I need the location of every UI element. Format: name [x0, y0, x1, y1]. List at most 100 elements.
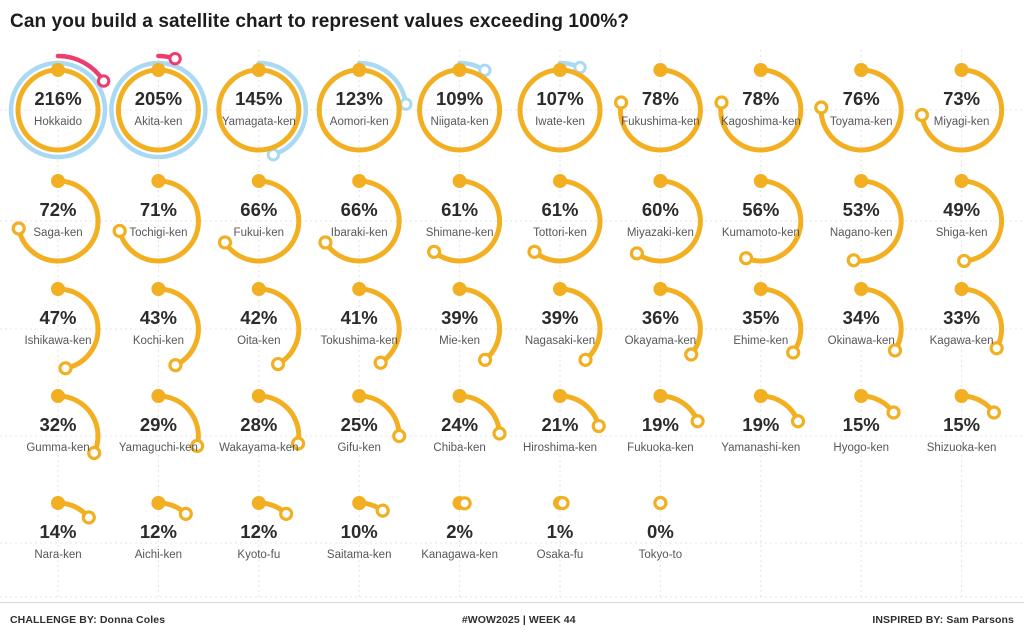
prefecture-cell[interactable]: 107% Iwate-ken — [517, 60, 603, 153]
prefecture-cell[interactable]: 78% Fukushima-ken — [614, 63, 703, 153]
prefecture-cell[interactable]: 123% Aomori-ken — [316, 60, 413, 153]
prefecture-cell[interactable]: 34% Okinawa-ken — [828, 282, 904, 358]
prefecture-cell[interactable]: 53% Nagano-ken — [830, 174, 904, 268]
arc-start-dot — [51, 63, 65, 77]
arc-end-marker-orange — [392, 428, 407, 444]
arc-start-dot — [352, 496, 367, 510]
prefecture-cell[interactable]: 76% Toyama-ken — [814, 63, 904, 153]
arc-end-marker-orange — [578, 352, 593, 367]
prefecture-cell[interactable]: 66% Ibaraki-ken — [318, 174, 402, 264]
prefecture-label: Wakayama-ken — [219, 442, 298, 454]
prefecture-cell[interactable]: 21% Hiroshima-ken — [523, 389, 606, 454]
arc-start-dot — [954, 282, 969, 296]
prefecture-cell[interactable]: 71% Tochigi-ken — [112, 174, 201, 264]
prefecture-label: Kanagawa-ken — [421, 549, 498, 561]
value-label: 73% — [943, 88, 980, 109]
satellite-chart: 216% Hokkaido 205% Akita-ken 145% Yamagata-ke… — [0, 44, 1024, 598]
value-label: 61% — [441, 199, 478, 220]
prefecture-cell[interactable]: 73% Miyagi-ken — [914, 63, 1005, 153]
prefecture-cell[interactable]: 33% Kagawa-ken — [930, 282, 1005, 356]
prefecture-label: Hyogo-ken — [833, 442, 889, 454]
prefecture-cell[interactable]: 72% Saga-ken — [11, 174, 101, 264]
arc-start-dot — [854, 389, 869, 403]
arc-start-dot — [753, 174, 768, 188]
prefecture-cell[interactable]: 61% Tottori-ken — [527, 174, 603, 264]
prefecture-cell[interactable]: 41% Tokushima-ken — [321, 282, 402, 370]
prefecture-cell[interactable]: 10% Saitama-ken — [327, 496, 392, 561]
prefecture-cell[interactable]: 66% Fukui-ken — [217, 174, 302, 264]
prefecture-cell[interactable]: 0% Tokyo-to — [639, 495, 682, 561]
arc-end-marker-orange — [270, 356, 286, 372]
prefecture-cell[interactable]: 2% Kanagawa-ken — [421, 496, 498, 561]
arc-end-marker-blue — [478, 63, 492, 78]
footer-inspired-by: INSPIRED BY: Sam Parsons — [872, 613, 1014, 626]
prefecture-cell[interactable]: 14% Nara-ken — [34, 496, 96, 561]
gauge-arc-100-200 — [256, 60, 309, 157]
arc-end-marker-orange — [957, 253, 972, 269]
prefecture-label: Miyazaki-ken — [627, 227, 694, 239]
arc-start-dot — [553, 389, 567, 403]
gauge-arc-0-100 — [222, 178, 302, 264]
prefecture-cell[interactable]: 25% Gifu-ken — [337, 389, 407, 454]
footer-bar: CHALLENGE BY: Donna Coles #WOW2025 | WEE… — [0, 602, 1024, 636]
arc-start-dot — [753, 63, 768, 77]
prefecture-cell[interactable]: 56% Kumamoto-ken — [722, 174, 804, 266]
prefecture-cell[interactable]: 15% Hyogo-ken — [833, 389, 901, 454]
arc-start-dot — [51, 389, 65, 403]
arc-end-marker-orange — [887, 343, 903, 358]
value-label: 34% — [843, 307, 880, 328]
value-label: 12% — [140, 521, 177, 542]
arc-start-dot — [553, 63, 567, 77]
prefecture-cell[interactable]: 36% Okayama-ken — [625, 282, 703, 362]
gauge-arc-0-100 — [851, 178, 904, 264]
arc-end-marker-orange — [457, 496, 472, 511]
prefecture-cell[interactable]: 47% Ishikawa-ken — [24, 282, 101, 376]
value-label: 24% — [441, 414, 478, 435]
arc-start-dot — [251, 63, 266, 77]
prefecture-cell[interactable]: 12% Aichi-ken — [135, 496, 193, 561]
prefecture-label: Yamagata-ken — [222, 116, 296, 128]
arc-end-marker-orange — [178, 506, 193, 521]
prefecture-cell[interactable]: 15% Shizuoka-ken — [927, 389, 1002, 454]
page-title: Can you build a satellite chart to repre… — [10, 11, 630, 32]
prefecture-cell[interactable]: 19% Yamanashi-ken — [721, 389, 806, 454]
arc-end-marker-orange — [684, 347, 699, 362]
arc-end-marker-orange — [738, 251, 754, 266]
prefecture-cell[interactable]: 29% Yamaguchi-ken — [119, 389, 205, 454]
prefecture-label: Yamaguchi-ken — [119, 442, 198, 454]
value-label: 78% — [742, 88, 779, 109]
arc-end-marker-orange — [914, 107, 930, 123]
prefecture-cell[interactable]: 32% Gumma-ken — [26, 389, 102, 461]
prefecture-cell[interactable]: 145% Yamagata-ken — [216, 60, 309, 162]
value-label: 53% — [843, 199, 880, 220]
prefecture-cell[interactable]: 78% Kagoshima-ken — [714, 63, 804, 153]
prefecture-cell[interactable]: 24% Chiba-ken — [433, 389, 507, 454]
prefecture-label: Aichi-ken — [135, 549, 182, 561]
arc-end-marker-orange — [714, 95, 729, 110]
arc-start-dot — [653, 389, 668, 403]
prefecture-cell[interactable]: 109% Niigata-ken — [417, 60, 503, 153]
value-label: 35% — [742, 307, 779, 328]
prefecture-cell[interactable]: 39% Mie-ken — [439, 282, 503, 367]
prefecture-cell[interactable]: 43% Kochi-ken — [133, 282, 201, 373]
prefecture-cell[interactable]: 205% Akita-ken — [109, 51, 208, 160]
prefecture-cell[interactable]: 60% Miyazaki-ken — [627, 174, 703, 264]
prefecture-cell[interactable]: 49% Shiga-ken — [936, 174, 1005, 269]
arc-end-marker-orange — [527, 244, 542, 259]
prefecture-cell[interactable]: 42% Oita-ken — [237, 282, 302, 372]
prefecture-cell[interactable]: 1% Osaka-fu — [537, 495, 584, 561]
prefecture-label: Tochigi-ken — [129, 227, 187, 239]
prefecture-cell[interactable]: 35% Ehime-ken — [733, 282, 804, 360]
prefecture-cell[interactable]: 61% Shimane-ken — [426, 174, 503, 264]
arc-start-dot — [151, 174, 166, 188]
gauge-arc-0-100 — [657, 286, 703, 357]
prefecture-cell[interactable]: 19% Fukuoka-ken — [627, 389, 705, 454]
prefecture-label: Hokkaido — [34, 116, 82, 128]
prefecture-cell[interactable]: 216% Hokkaido — [8, 53, 111, 160]
prefecture-cell[interactable]: 39% Nagasaki-ken — [525, 282, 603, 367]
prefecture-cell[interactable]: 12% Kyoto-fu — [237, 496, 294, 561]
prefecture-cell[interactable]: 28% Wakayama-ken — [219, 389, 306, 454]
value-label: 123% — [336, 88, 383, 109]
arc-end-marker-orange — [58, 361, 73, 376]
value-label: 19% — [642, 414, 679, 435]
